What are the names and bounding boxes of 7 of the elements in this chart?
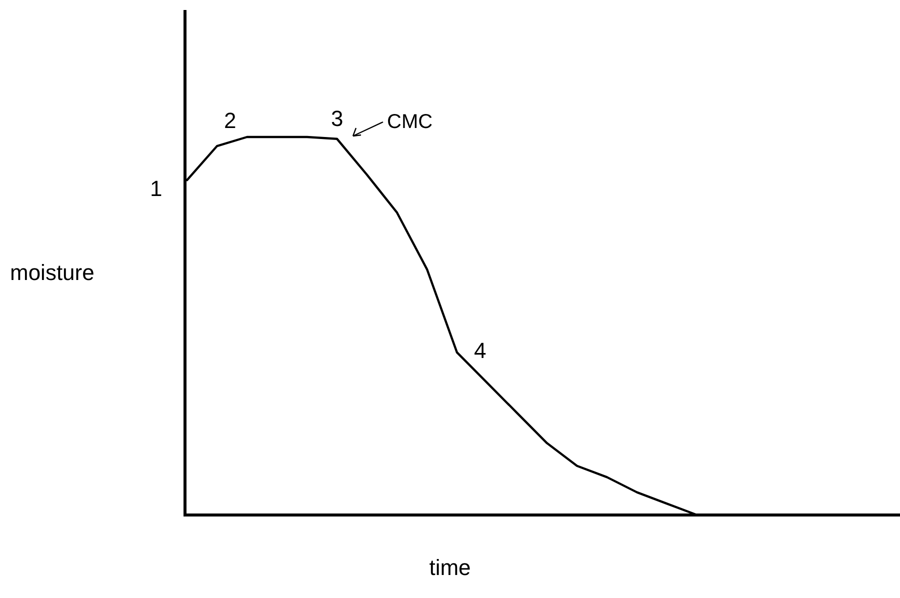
x-axis-title: time bbox=[429, 555, 471, 580]
text: 1 bbox=[150, 176, 162, 201]
text: 3 bbox=[331, 106, 344, 131]
y-axis-title: moisture bbox=[10, 260, 94, 285]
annotation: 4 bbox=[474, 338, 486, 363]
text: 2 bbox=[224, 108, 236, 133]
text: CMC bbox=[387, 111, 433, 133]
